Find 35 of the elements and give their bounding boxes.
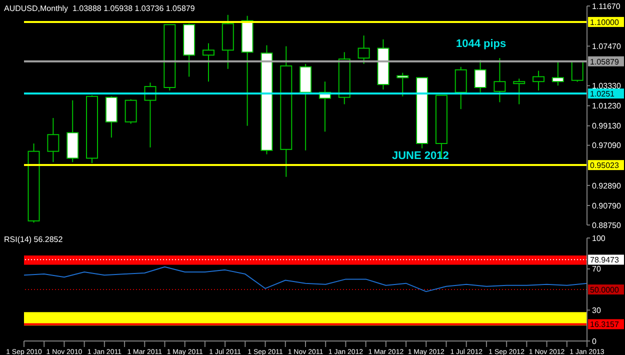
ref-line-label: 50.0000 (590, 286, 620, 294)
y-tick-label: 0 (592, 336, 597, 346)
y-tick-label: 0.99130 (592, 122, 622, 131)
y-tick-label: 0.92890 (592, 181, 622, 190)
ref-line-label: 1.05879 (590, 57, 620, 66)
y-tick-label: 100 (592, 234, 606, 243)
candlestick (358, 35, 370, 64)
ref-line-label: 0.95023 (590, 161, 620, 170)
annotation: 1044 pips (456, 38, 506, 51)
ref-line-label: 78.9473 (590, 256, 620, 265)
candlestick (532, 70, 545, 91)
ref-line-label: 16.3157 (590, 320, 620, 330)
y-tick-label: 1.01230 (592, 102, 622, 111)
candlestick (47, 117, 60, 163)
candlestick (474, 59, 486, 93)
y-tick-label: 0.90790 (592, 201, 622, 210)
y-tick-label: 1.03330 (592, 82, 622, 91)
y-tick-label: 0.97090 (592, 141, 622, 150)
ref-line-label: 1.10000 (590, 18, 620, 27)
candlestick (494, 58, 506, 103)
line-series (24, 266, 588, 292)
candlestick (202, 42, 214, 82)
y-tick-label: 30 (592, 306, 602, 315)
ref-line-label: 1.0251 (590, 90, 616, 99)
chart-title: AUDUSD,Monthly 1.03888 1.05938 1.03736 1.05879 (4, 4, 195, 13)
candlestick (454, 66, 467, 110)
y-tick-label: 70 (592, 264, 602, 274)
y-tick-label: 1.11670 (592, 2, 621, 11)
candlestick (124, 98, 137, 124)
y-tick-label: 0.88750 (592, 220, 622, 230)
candlestick (513, 78, 526, 105)
candlestick (552, 61, 564, 86)
chart-title: RSI(14) 56.2852 (4, 235, 63, 244)
y-tick-label: 1.07470 (592, 42, 622, 51)
annotation: JUNE 2012 (392, 150, 449, 163)
